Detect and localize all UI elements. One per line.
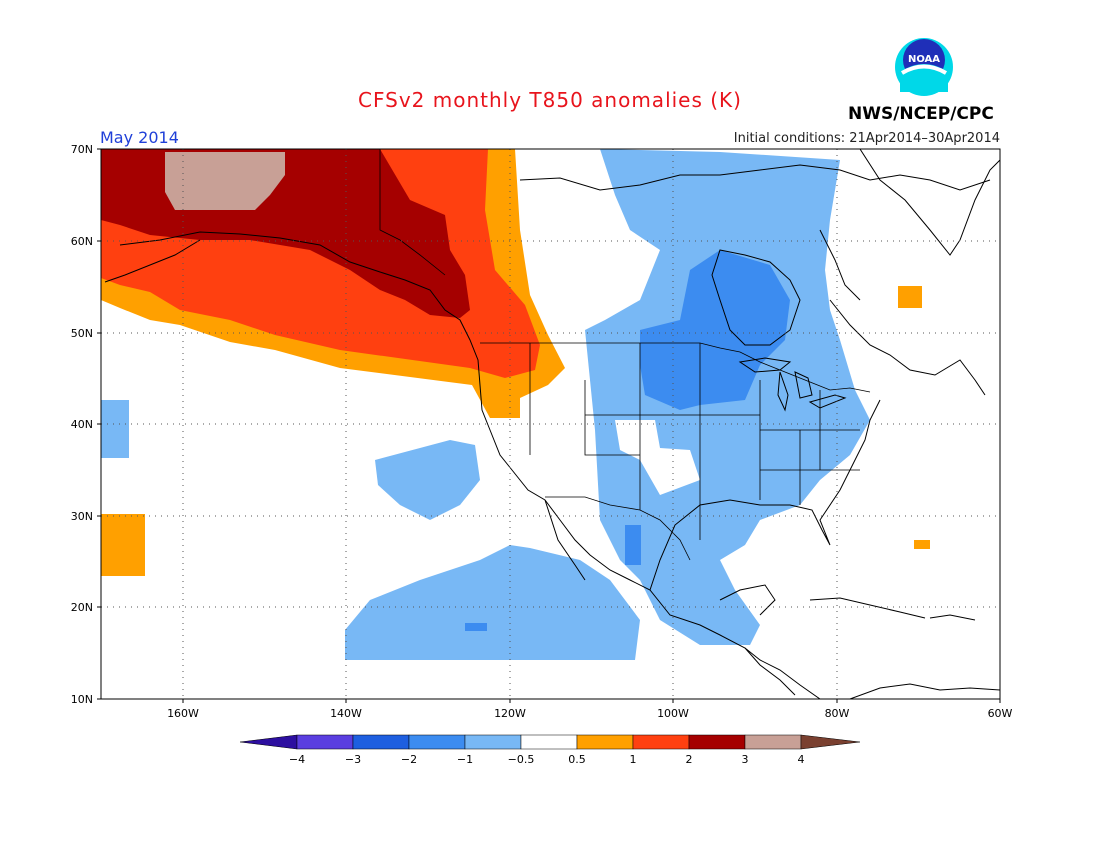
map-title: CFSv2 monthly T850 anomalies (K) xyxy=(358,88,742,112)
coastlines xyxy=(104,149,1000,699)
lon-label: 80W xyxy=(825,707,850,720)
noaa-logo: NOAA xyxy=(895,38,953,96)
colorbar-tick-label: 0.5 xyxy=(568,753,586,766)
great-lakes xyxy=(738,357,847,412)
colorbar-tick-label: −1 xyxy=(457,753,473,766)
lon-label: 100W xyxy=(657,707,689,720)
lat-label: 40N xyxy=(71,418,93,431)
lake-michigan xyxy=(777,371,789,412)
colorbar-segment xyxy=(408,734,466,750)
colorbar-tick-label: 3 xyxy=(742,753,749,766)
anomaly-region-pos-3 xyxy=(165,152,285,210)
colorbar-tick-label: −3 xyxy=(345,753,361,766)
anomaly-patch-pos-0.5-c xyxy=(914,540,930,549)
anomaly-patch-pos-0.5 xyxy=(101,514,145,576)
coastline-baja xyxy=(544,499,586,581)
anomaly-region-neg-0.5-trop xyxy=(345,545,640,660)
lat-label: 10N xyxy=(71,693,93,706)
political-boundaries xyxy=(379,149,871,561)
lat-label: 60N xyxy=(71,235,93,248)
lake-huron xyxy=(794,371,813,399)
coastline-south-america xyxy=(849,683,1000,699)
latitude-labels: 70N 60N 50N 40N 30N 20N 10N xyxy=(71,143,93,706)
lon-label: 160W xyxy=(167,707,199,720)
colorbar-segment xyxy=(800,734,861,750)
coastline-hispaniola xyxy=(929,614,976,621)
tick-marks xyxy=(97,148,1001,703)
lake-superior xyxy=(738,357,792,373)
colorbar-segment xyxy=(296,734,354,750)
agency-label: NWS/NCEP/CPC xyxy=(848,104,994,124)
colorbar-tick-label: −0.5 xyxy=(508,753,535,766)
lat-label: 20N xyxy=(71,601,93,614)
lon-label: 60W xyxy=(988,707,1013,720)
colorbar: −4 −3 −2 −1 −0.5 0.5 1 2 3 4 xyxy=(239,734,861,766)
lat-label: 70N xyxy=(71,143,93,156)
initial-conditions-label: Initial conditions: 21Apr2014–30Apr2014 xyxy=(733,131,1000,146)
coastline-hudson-bay xyxy=(711,249,801,346)
colorbar-segment xyxy=(239,734,298,750)
coastline-yucatan xyxy=(719,584,776,616)
coastline-east-canada xyxy=(829,299,986,396)
month-label: May 2014 xyxy=(100,128,179,147)
colorbar-tick-label: 4 xyxy=(798,753,805,766)
anomaly-patch-pos-0.5-b xyxy=(898,286,922,308)
coastline-gulf-of-mexico xyxy=(649,399,881,591)
anomaly-patch-pos-0.5-d xyxy=(490,400,520,418)
coastline-alaska-peninsula xyxy=(104,239,201,283)
coastline-cuba xyxy=(809,597,926,619)
longitude-labels: 160W 140W 120W 100W 80W 60W xyxy=(167,707,1012,720)
colorbar-tick-label: 1 xyxy=(630,753,637,766)
anomaly-fields xyxy=(101,149,930,660)
coastline-greenland xyxy=(859,149,1000,256)
colorbar-segment xyxy=(576,734,634,750)
border-alaska xyxy=(379,149,446,276)
border-states-b xyxy=(760,390,860,505)
border-us-canada xyxy=(480,342,871,393)
border-states-a xyxy=(529,343,761,540)
coastline-north-america-west xyxy=(119,231,821,699)
colorbar-segment xyxy=(464,734,522,750)
colorbar-tick-label: −2 xyxy=(401,753,417,766)
coastline-arctic xyxy=(519,164,991,191)
colorbar-segment xyxy=(520,734,578,750)
anomaly-patch-neg-1-b xyxy=(625,525,641,565)
lon-label: 140W xyxy=(330,707,362,720)
coastline-labrador xyxy=(819,229,861,301)
colorbar-segment xyxy=(632,734,690,750)
lon-label: 120W xyxy=(494,707,526,720)
anomaly-patch-neg-0.5 xyxy=(101,400,129,458)
coastline-central-america xyxy=(744,647,796,696)
colorbar-tick-label: −4 xyxy=(289,753,305,766)
noaa-logo-text: NOAA xyxy=(908,54,940,65)
anomaly-region-neg-0.5-pac xyxy=(375,440,480,520)
anomaly-patch-neg-1 xyxy=(465,623,487,631)
colorbar-segment xyxy=(688,734,746,750)
colorbar-segment xyxy=(352,734,410,750)
anomaly-hole-white xyxy=(615,420,700,495)
lat-label: 30N xyxy=(71,510,93,523)
colorbar-segment xyxy=(744,734,802,750)
lake-erie xyxy=(808,394,847,409)
lat-label: 50N xyxy=(71,327,93,340)
colorbar-tick-label: 2 xyxy=(686,753,693,766)
